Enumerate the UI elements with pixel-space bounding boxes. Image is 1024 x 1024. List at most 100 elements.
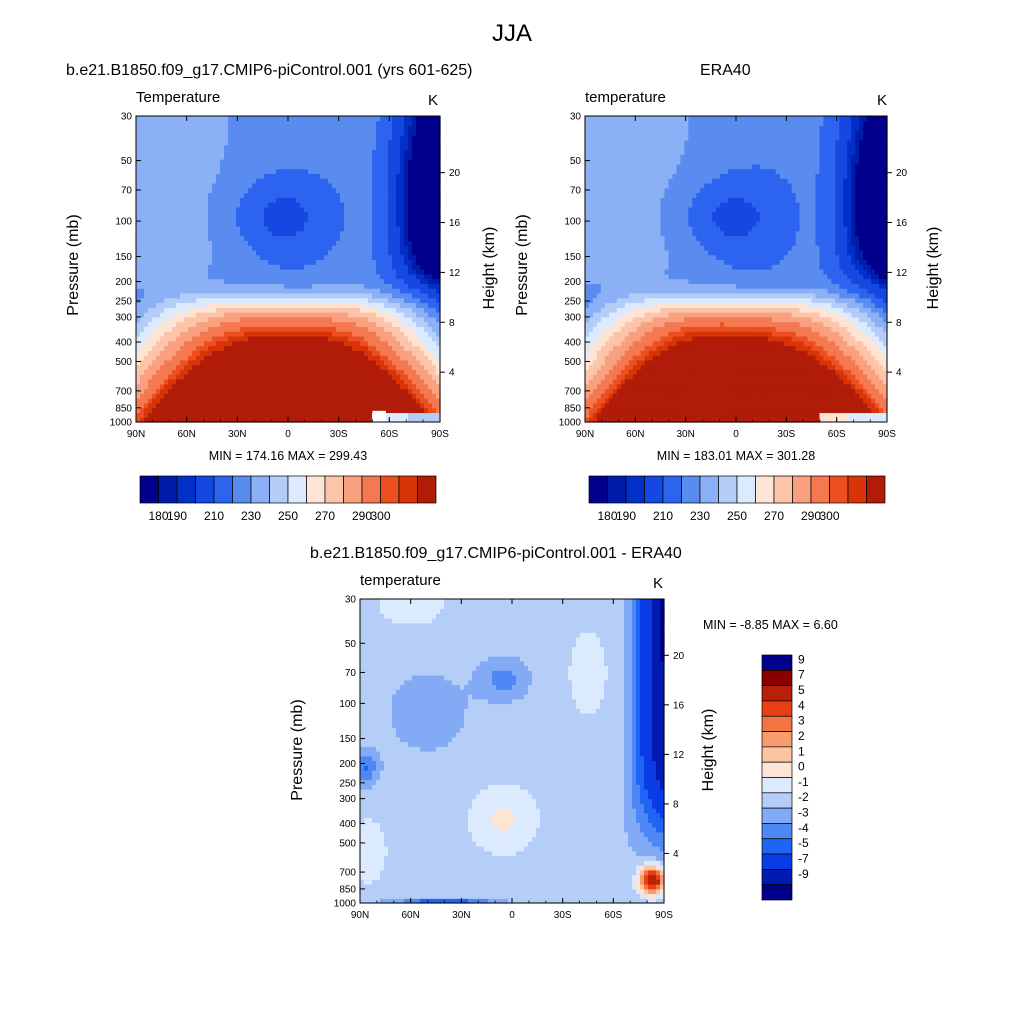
- contour-cell: [172, 135, 177, 141]
- contour-cell: [164, 383, 169, 390]
- contour-cell: [392, 211, 397, 218]
- contour-cell: [348, 288, 353, 294]
- contour-cell: [412, 245, 417, 251]
- contour-cell: [364, 278, 369, 284]
- contour-cell: [376, 173, 381, 179]
- contour-cell: [312, 135, 317, 141]
- contour-cell: [176, 211, 181, 218]
- contour-cell: [404, 221, 409, 227]
- contour-cell: [336, 412, 341, 418]
- contour-cell: [408, 378, 413, 385]
- contour-cell: [416, 407, 421, 414]
- contour-cell: [148, 350, 153, 356]
- contour-cell: [384, 240, 389, 246]
- contour-cell: [312, 211, 317, 218]
- contour-cell: [248, 130, 253, 136]
- contour-cell: [340, 182, 345, 189]
- contour-cell: [184, 139, 189, 146]
- contour-cell: [432, 202, 437, 208]
- contour-cell: [308, 340, 313, 347]
- contour-cell: [400, 331, 405, 337]
- contour-cell: [408, 202, 413, 208]
- contour-cell: [268, 221, 273, 227]
- panel-obs-title: ERA40: [700, 62, 751, 79]
- contour-cell: [244, 182, 249, 189]
- contour-cell: [388, 269, 393, 275]
- contour-cell: [204, 120, 209, 127]
- contour-cell: [236, 245, 241, 251]
- contour-cell: [140, 154, 145, 160]
- contour-cell: [152, 307, 157, 313]
- contour-cell: [220, 316, 225, 323]
- contour-cell: [148, 120, 153, 127]
- contour-cell: [312, 316, 317, 323]
- contour-cell: [364, 187, 369, 194]
- contour-cell: [428, 178, 433, 184]
- contour-cell: [324, 173, 329, 179]
- contour-cell: [340, 154, 345, 160]
- colorbar-box: [324, 475, 344, 504]
- contour-cell: [192, 202, 197, 208]
- contour-cell: [348, 202, 353, 208]
- contour-cell: [316, 335, 321, 342]
- contour-cell: [304, 187, 309, 194]
- contour-cell: [140, 335, 145, 342]
- contour-cell: [276, 383, 281, 390]
- contour-cell: [140, 393, 145, 399]
- y2-tick-label: 12: [449, 268, 461, 279]
- contour-cell: [252, 154, 257, 160]
- contour-cell: [396, 398, 401, 404]
- contour-cell: [204, 302, 209, 308]
- contour-cell: [384, 292, 389, 299]
- contour-cell: [236, 273, 241, 280]
- contour-cell: [148, 240, 153, 246]
- contour-cell: [172, 364, 177, 371]
- contour-cell: [288, 173, 293, 179]
- contour-cell: [420, 302, 425, 308]
- contour-cell: [312, 202, 317, 208]
- contour-cell: [300, 364, 305, 371]
- contour-cell: [364, 249, 369, 256]
- contour-cell: [364, 125, 369, 131]
- contour-cell: [276, 125, 281, 131]
- contour-cell: [220, 116, 225, 122]
- contour-cell: [180, 369, 185, 375]
- contour-cell: [212, 149, 217, 155]
- contour-cell: [640, 417, 646, 423]
- contour-cell: [360, 154, 365, 160]
- contour-cell: [356, 120, 361, 127]
- contour-cell: [180, 197, 185, 203]
- contour-cell: [368, 374, 373, 380]
- contour-cell: [172, 355, 177, 361]
- contour-cell: [168, 216, 173, 222]
- contour-cell: [140, 359, 145, 366]
- contour-cell: [312, 168, 317, 174]
- contour-cell: [164, 168, 169, 174]
- contour-cell: [268, 326, 273, 332]
- contour-cell: [188, 402, 193, 409]
- contour-cell: [184, 398, 189, 404]
- contour-cell: [184, 278, 189, 284]
- contour-cell: [160, 369, 165, 375]
- contour-cell: [324, 216, 329, 222]
- contour-cell: [192, 168, 197, 174]
- x-tick-label: 30S: [330, 429, 348, 440]
- contour-cell: [400, 144, 405, 151]
- contour-cell: [348, 154, 353, 160]
- contour-cell: [144, 264, 149, 270]
- contour-cell: [176, 197, 181, 203]
- contour-cell: [200, 245, 205, 251]
- contour-cell: [412, 355, 417, 361]
- contour-cell: [340, 402, 345, 409]
- contour-cell: [280, 340, 285, 347]
- contour-cell: [404, 273, 409, 280]
- contour-cell: [332, 326, 337, 332]
- contour-cell: [240, 312, 245, 318]
- contour-cell: [216, 307, 221, 313]
- contour-cell: [156, 283, 161, 289]
- contour-cell: [340, 331, 345, 337]
- contour-cell: [196, 326, 201, 332]
- contour-cell: [192, 378, 197, 385]
- contour-cell: [208, 292, 213, 299]
- contour-cell: [244, 230, 249, 237]
